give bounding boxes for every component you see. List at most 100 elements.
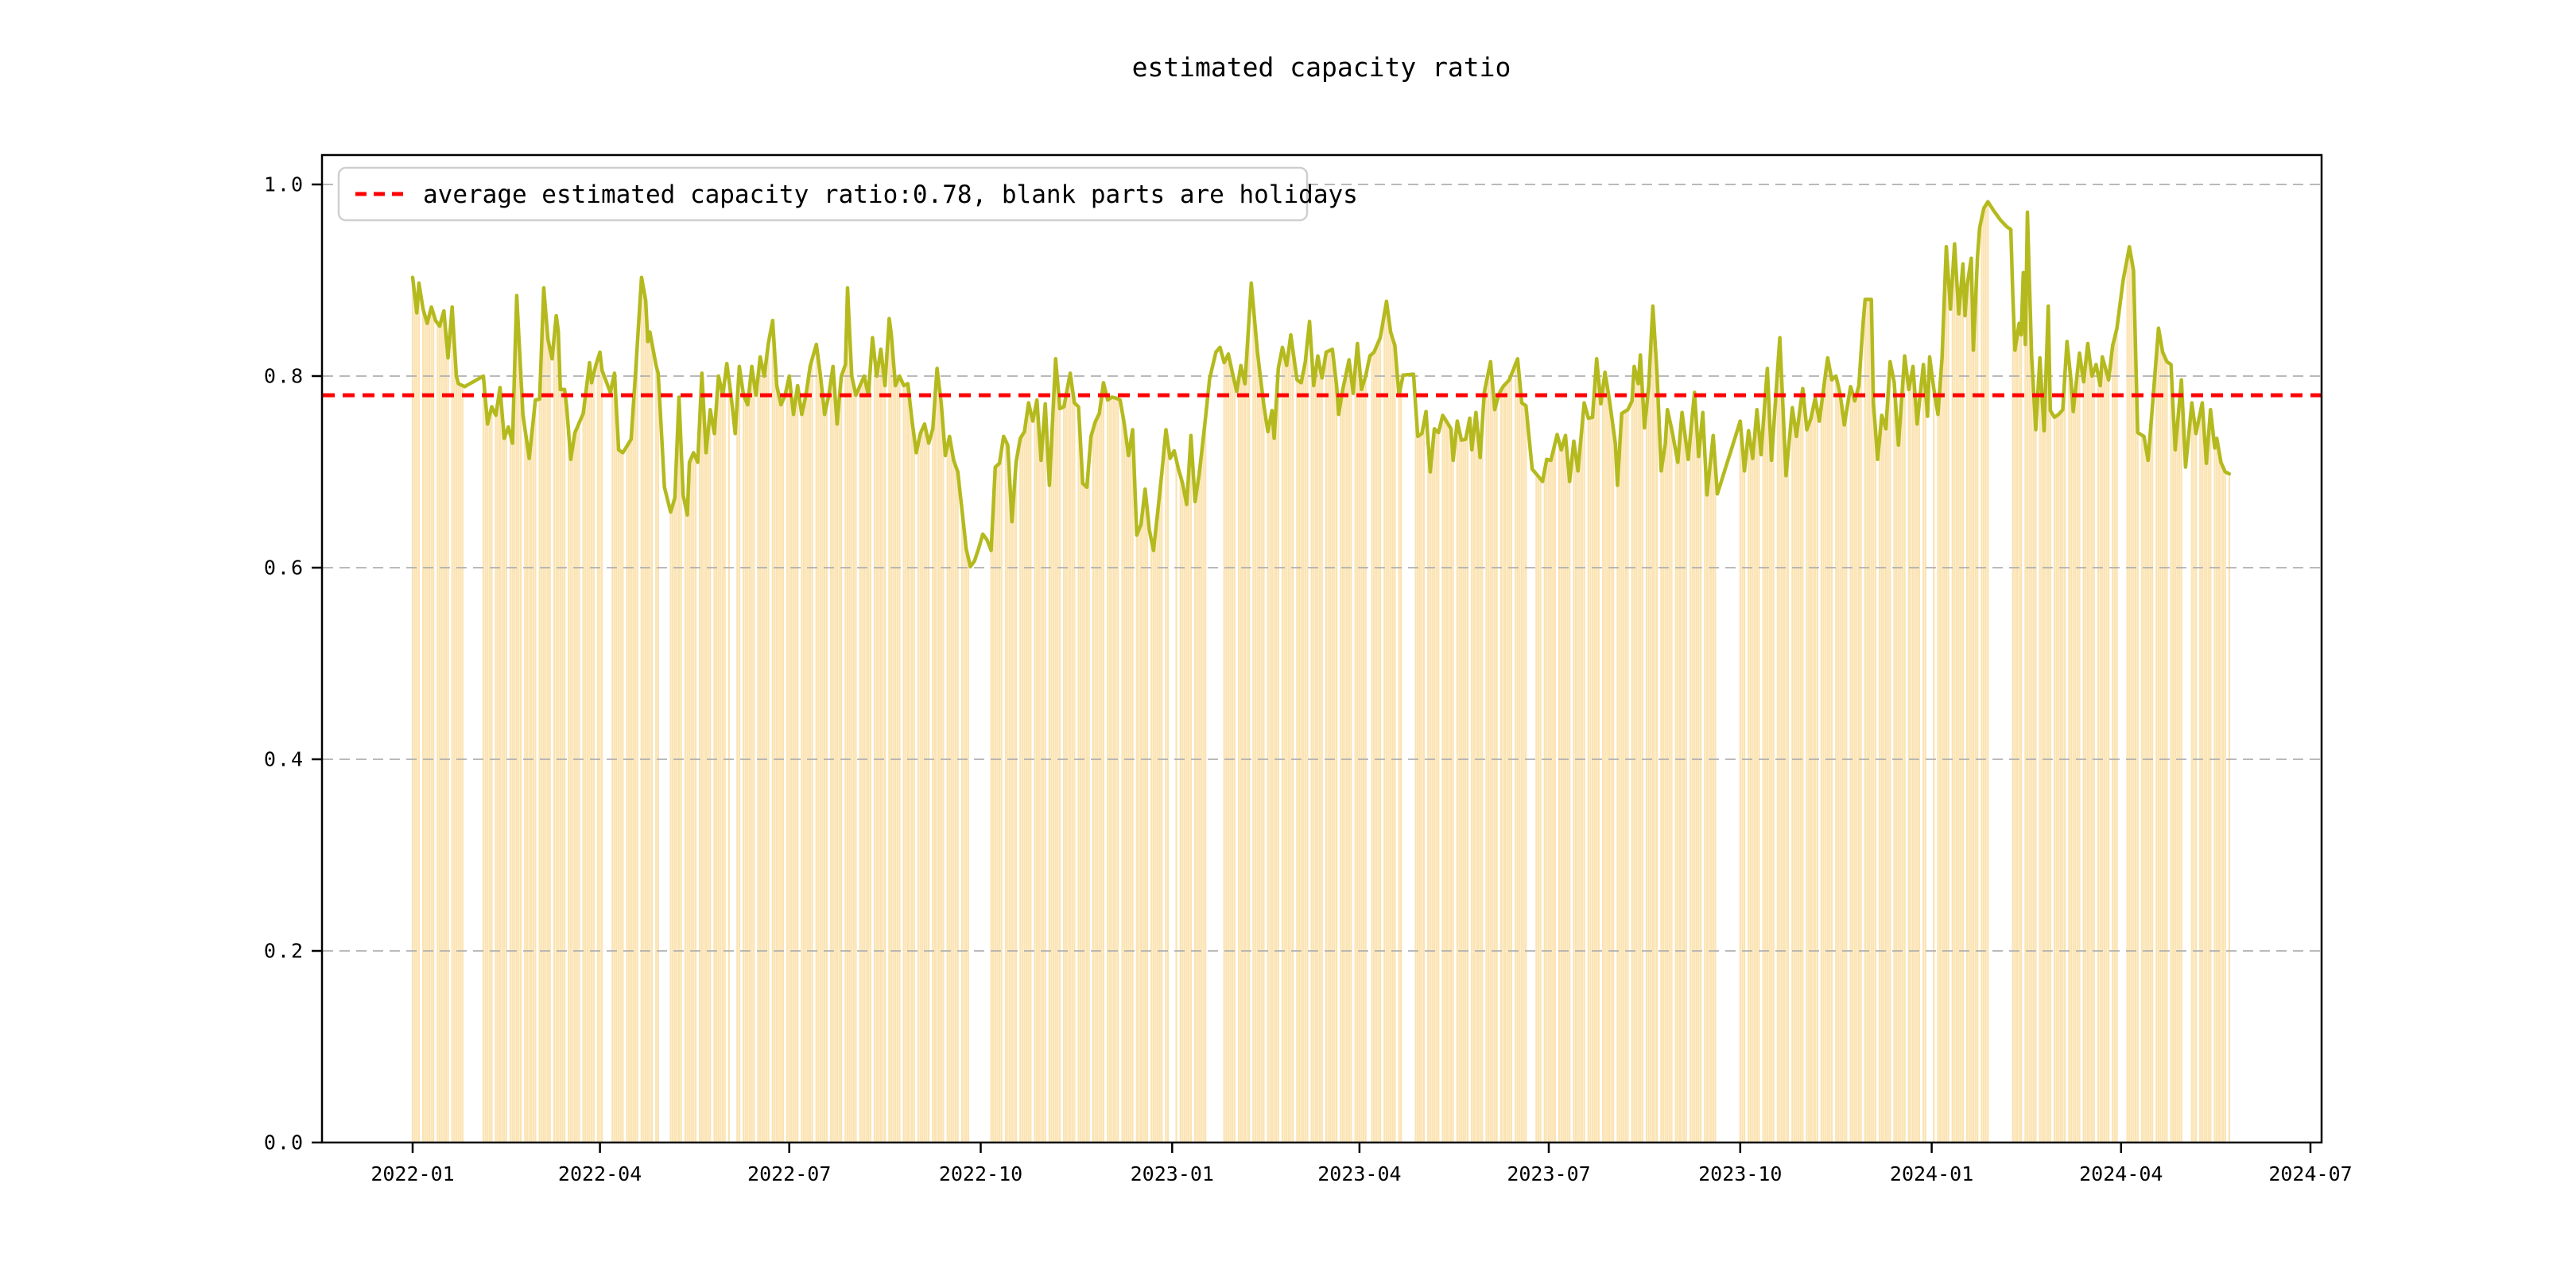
daily-bar [894,386,897,1143]
x-tick-label: 2023-07 [1507,1162,1590,1185]
daily-bar [694,457,697,1143]
daily-bar [2193,418,2195,1143]
daily-bar [430,307,433,1143]
daily-bar [782,400,784,1143]
daily-bar [1866,299,1868,1143]
daily-bar [1762,425,1764,1143]
daily-bar [1903,355,1906,1143]
daily-bar [1300,382,1302,1143]
daily-bar [788,376,790,1143]
daily-bar [1472,431,1475,1143]
daily-bar [428,315,431,1143]
daily-bar [1872,402,1875,1143]
daily-bar [794,400,797,1143]
daily-bar [1787,452,1790,1143]
daily-bar [411,277,414,1143]
daily-bar [526,444,529,1143]
daily-bar [1560,449,1562,1143]
daily-bar [1233,382,1236,1143]
daily-bar [1552,452,1554,1143]
daily-bar [1612,429,1615,1143]
daily-bar [1354,368,1356,1143]
daily-bar [917,443,920,1143]
daily-bar [838,400,840,1143]
daily-bar [1806,429,1808,1143]
daily-bar [2028,284,2031,1143]
daily-bar [1810,418,1812,1143]
daily-bar [1050,443,1053,1143]
daily-bar [576,428,578,1143]
daily-bar [1358,366,1360,1143]
daily-bar [1697,456,1700,1143]
daily-bar [1252,306,1255,1143]
daily-bar [1695,424,1697,1143]
daily-bar [2140,435,2143,1143]
daily-bar [1458,430,1461,1143]
daily-bar [1984,204,1987,1143]
daily-bar [1281,347,1284,1143]
daily-bar [809,366,812,1143]
daily-bar [775,386,778,1143]
daily-bar [626,445,628,1143]
daily-bar [1791,407,1794,1143]
daily-bar [1202,436,1205,1143]
daily-bar [484,400,487,1143]
daily-bar [1144,489,1146,1143]
daily-bar [1893,382,1895,1143]
daily-bar [444,334,447,1143]
daily-bar [765,359,768,1143]
daily-bar [2082,382,2085,1143]
daily-bar [802,405,805,1143]
x-tick-label: 2023-04 [1317,1162,1401,1185]
daily-bar [1508,379,1511,1143]
daily-bar [1360,389,1363,1143]
daily-bar [1379,337,1382,1143]
daily-bar [1175,460,1177,1143]
daily-bar [1768,414,1771,1143]
daily-bar [1329,350,1332,1143]
daily-bar [582,413,584,1143]
daily-bar [821,395,824,1143]
daily-bar [1263,405,1265,1143]
y-tick-label: 0.8 [264,365,305,388]
daily-bar [2026,211,2029,1143]
daily-bar [1941,356,1943,1143]
daily-bar [1429,471,1431,1143]
daily-bar [1371,354,1373,1143]
daily-bar [801,414,803,1143]
daily-bar [1094,421,1096,1143]
daily-bar [2101,356,2104,1143]
daily-bar [2070,382,2073,1143]
daily-bar [1362,382,1365,1143]
daily-bar [1520,402,1523,1143]
daily-bar [1327,351,1329,1143]
daily-bar [1574,456,1577,1143]
x-tick-label: 2022-10 [939,1162,1022,1185]
daily-bar [905,384,907,1143]
daily-bar [1063,406,1065,1143]
daily-bar [1830,379,1833,1143]
daily-bar [879,349,883,1143]
daily-bar [1427,441,1430,1143]
daily-bar [1493,409,1496,1143]
daily-bar [1670,429,1673,1143]
daily-bar [438,326,441,1143]
daily-bar [1677,462,1679,1143]
daily-bar [747,405,749,1143]
daily-bar [1864,299,1866,1143]
daily-bar [2112,345,2114,1143]
daily-bar [680,445,682,1143]
daily-bar [825,405,828,1143]
daily-bar [1637,383,1639,1143]
daily-bar [2147,460,2149,1143]
daily-bar [1668,419,1670,1143]
daily-bar [1088,461,1090,1143]
daily-bar [1373,351,1375,1143]
bars-layer [411,201,2231,1143]
daily-bar [688,462,691,1143]
daily-bar [873,356,876,1143]
daily-bar [844,364,847,1143]
daily-bar [440,318,443,1143]
daily-bar [1481,425,1484,1143]
